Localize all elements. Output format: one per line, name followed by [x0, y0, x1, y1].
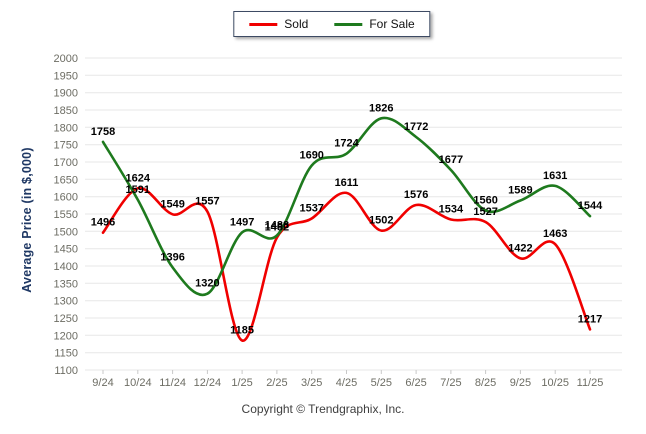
y-tick-label: 1550: [54, 209, 78, 221]
x-tick-label: 1/25: [231, 377, 252, 389]
x-tick-label: 9/24: [92, 377, 113, 389]
data-label: 1576: [404, 189, 428, 201]
y-tick-label: 1100: [54, 365, 78, 377]
data-label: 1560: [473, 195, 497, 207]
data-label: 1591: [126, 184, 150, 196]
y-tick-label: 1850: [54, 105, 78, 117]
legend: Sold For Sale: [233, 11, 431, 37]
y-tick-label: 1650: [54, 174, 78, 186]
x-tick-label: 9/25: [510, 377, 531, 389]
data-label: 1497: [230, 216, 254, 228]
series-line-for-sale: [101, 116, 592, 297]
x-tick-label: 11/24: [159, 377, 186, 389]
data-label: 1488: [265, 220, 289, 232]
data-label: 1217: [578, 313, 602, 325]
data-label: 1690: [299, 150, 323, 162]
data-label: 1631: [543, 170, 567, 182]
data-label: 1549: [160, 198, 184, 210]
data-label: 1677: [439, 154, 463, 166]
x-axis: 9/24 10/24 11/24 12/24 1/25 2/25 3/25 4/25 5/25 6…: [92, 370, 603, 389]
y-tick-label: 1200: [54, 330, 78, 342]
data-label: 1557: [195, 196, 219, 208]
y-tick-label: 1500: [54, 226, 78, 238]
y-tick-label: 1250: [54, 313, 78, 325]
data-label: 1534: [439, 204, 464, 216]
gridlines: 1100 1150 1200 1250 1300 1350 1400 1450 1500 1550…: [54, 53, 622, 377]
data-label: 1611: [335, 177, 359, 189]
x-tick-label: 10/25: [541, 377, 569, 389]
x-tick-label: 4/25: [336, 377, 357, 389]
legend-item-for-sale: For Sale: [334, 17, 415, 31]
y-tick-label: 1700: [54, 157, 78, 169]
data-label: 1589: [508, 185, 532, 197]
for-sale-line-swatch: [334, 22, 363, 26]
data-label: 1502: [369, 215, 393, 227]
data-label: 1724: [334, 138, 359, 150]
data-label: 1758: [91, 126, 115, 138]
sold-line-swatch: [249, 22, 278, 26]
legend-label-for-sale: For Sale: [369, 17, 415, 31]
y-tick-label: 1150: [54, 348, 78, 360]
data-label: 1396: [160, 251, 184, 263]
y-axis-title: Average Price (in $,000): [20, 147, 34, 293]
legend-item-sold: Sold: [249, 17, 308, 31]
data-label: 1826: [369, 102, 393, 114]
y-tick-label: 1450: [54, 244, 78, 256]
data-label: 1422: [508, 242, 532, 254]
x-tick-label: 11/25: [577, 377, 604, 389]
y-tick-label: 1300: [54, 296, 78, 308]
x-tick-label: 12/24: [194, 377, 222, 389]
data-label: 1320: [195, 278, 219, 290]
y-tick-label: 1400: [54, 261, 78, 273]
data-label: 1482: [265, 222, 289, 234]
x-tick-label: 7/25: [440, 377, 461, 389]
legend-label-sold: Sold: [284, 17, 309, 31]
data-label: 1185: [230, 325, 254, 337]
data-label: 1624: [126, 172, 151, 184]
y-tick-label: 1800: [54, 122, 78, 134]
data-label: 1463: [543, 228, 567, 240]
x-tick-label: 8/25: [475, 377, 496, 389]
y-tick-label: 2000: [54, 53, 78, 65]
data-label: 1537: [299, 203, 323, 215]
y-tick-label: 1350: [54, 278, 78, 290]
data-label: 1496: [91, 217, 115, 229]
x-tick-label: 6/25: [405, 377, 426, 389]
data-labels: 1496 1624 1549 1557 1185 1482 1537 1611 1502 1576…: [91, 102, 603, 336]
y-tick-label: 1950: [54, 70, 78, 82]
copyright-text: Copyright © Trendgraphix, Inc.: [241, 402, 405, 416]
data-label: 1772: [404, 121, 428, 133]
data-label: 1544: [578, 200, 603, 212]
x-tick-label: 2/25: [266, 377, 287, 389]
series-line-sold: [101, 186, 592, 342]
x-tick-label: 3/25: [301, 377, 322, 389]
y-tick-label: 1750: [54, 140, 78, 152]
x-tick-label: 5/25: [371, 377, 392, 389]
x-tick-label: 10/24: [124, 377, 152, 389]
data-label: 1527: [473, 206, 497, 218]
y-tick-label: 1900: [54, 88, 78, 100]
y-tick-label: 1600: [54, 192, 78, 204]
